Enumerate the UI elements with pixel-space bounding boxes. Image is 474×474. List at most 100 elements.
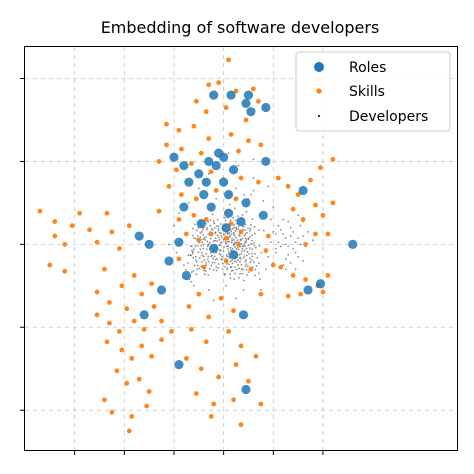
skill-point <box>179 192 184 198</box>
developer-point <box>237 215 239 218</box>
role-point <box>298 185 308 196</box>
developer-point <box>245 238 248 241</box>
developer-point <box>215 197 218 200</box>
developer-point <box>235 236 237 239</box>
skill-point <box>226 57 231 63</box>
developer-point <box>254 268 257 271</box>
developer-point <box>207 221 210 223</box>
developer-point <box>249 261 252 264</box>
developer-point <box>235 187 237 190</box>
developer-point <box>235 297 237 300</box>
developer-point <box>257 262 260 265</box>
developer-point <box>211 261 214 264</box>
developer-point <box>249 227 252 230</box>
skill-point <box>183 355 189 361</box>
developer-point <box>202 243 205 246</box>
developer-point <box>214 239 217 242</box>
developer-point <box>230 233 233 235</box>
developer-point <box>297 214 300 217</box>
developer-point <box>213 222 216 225</box>
skill-point <box>258 401 264 407</box>
role-point <box>243 90 254 100</box>
developer-point <box>204 269 207 272</box>
developer-point <box>218 238 221 241</box>
developer-point <box>253 226 256 228</box>
developer-point <box>223 216 226 219</box>
developer-point <box>198 267 201 270</box>
developer-point <box>191 227 194 230</box>
skill-point <box>159 337 164 343</box>
skill-point <box>263 248 269 253</box>
developer-point <box>233 223 235 226</box>
developer-point <box>254 246 257 249</box>
developer-point <box>242 257 245 259</box>
skill-point <box>191 212 197 218</box>
developer-point <box>220 236 223 239</box>
developer-point <box>192 284 195 287</box>
developer-point <box>214 237 217 240</box>
developer-point <box>241 248 244 250</box>
developer-point <box>251 218 254 220</box>
developer-point <box>284 268 287 271</box>
developer-point <box>243 249 246 252</box>
skill-point <box>236 241 241 247</box>
skill-point <box>251 86 256 92</box>
developer-point <box>249 235 251 238</box>
developer-point <box>232 269 234 272</box>
developer-point <box>228 232 231 235</box>
developer-point <box>245 269 248 271</box>
developer-point <box>229 273 231 276</box>
skill-point <box>164 142 169 148</box>
skill-point <box>62 241 68 247</box>
developer-point <box>200 260 203 263</box>
developer-point <box>234 207 236 210</box>
developer-point <box>258 278 261 281</box>
skill-point <box>159 318 164 324</box>
developer-point <box>192 269 195 272</box>
developer-point <box>245 210 248 213</box>
role-point <box>179 202 189 212</box>
skill-point <box>313 202 318 208</box>
skill-point <box>151 304 157 309</box>
skill-point <box>285 293 291 299</box>
skill-point <box>131 318 137 324</box>
developer-point <box>223 245 226 248</box>
skill-point <box>300 217 306 222</box>
developer-point <box>212 269 215 271</box>
role-point <box>348 239 358 249</box>
developer-point <box>248 252 250 255</box>
developer-point <box>193 264 196 267</box>
developer-point <box>279 245 282 248</box>
skill-point <box>94 312 100 318</box>
developer-point <box>197 187 200 190</box>
developer-point <box>244 265 247 268</box>
developer-point <box>254 274 256 277</box>
developer-point <box>211 254 214 257</box>
developer-point <box>239 235 241 237</box>
developer-point <box>241 245 244 248</box>
skill-point <box>253 353 259 359</box>
role-point <box>261 102 271 113</box>
developer-point <box>235 248 238 250</box>
skill-point <box>330 200 336 206</box>
developer-point <box>233 243 235 245</box>
legend-label-skills: Skills <box>349 84 385 100</box>
developer-point <box>231 262 234 265</box>
skill-point <box>231 397 236 403</box>
developer-point <box>195 260 198 263</box>
role-point <box>246 107 256 117</box>
skill-point <box>188 161 194 166</box>
developer-point <box>240 252 243 255</box>
skill-point <box>298 291 303 297</box>
skill-point <box>102 397 107 403</box>
developer-point <box>272 231 275 233</box>
developer-point <box>249 229 251 232</box>
developer-point <box>196 264 199 267</box>
developer-point <box>217 236 220 239</box>
role-point <box>221 223 231 233</box>
developer-point <box>201 228 204 231</box>
developer-point <box>223 233 226 236</box>
developer-point <box>246 231 248 234</box>
skill-point <box>285 183 291 189</box>
developer-point <box>234 266 236 269</box>
